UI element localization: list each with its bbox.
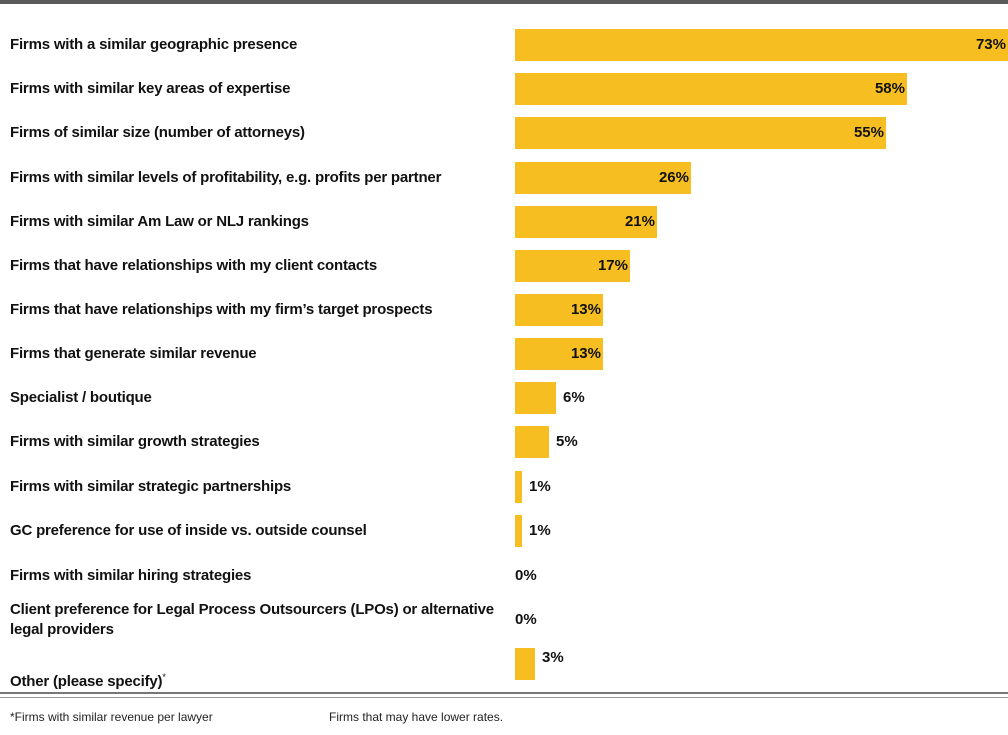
- category-label-text: Firms with similar growth strategies: [10, 433, 260, 450]
- bar: [515, 515, 522, 547]
- category-label-text: Other (please specify): [10, 673, 163, 690]
- category-label-text: Specialist / boutique: [10, 389, 152, 406]
- footnote-right: Firms that may have lower rates.: [329, 710, 504, 724]
- value-label: 3%: [542, 649, 564, 666]
- category-label: Firms with similar key areas of expertis…: [10, 79, 500, 99]
- bottom-rule-thin: [0, 697, 1008, 698]
- bar: [515, 338, 603, 370]
- bar-chart: Firms with a similar geographic presence…: [10, 29, 1008, 692]
- category-label: Firms that have relationships with my cl…: [10, 256, 500, 276]
- value-label: 5%: [556, 433, 578, 450]
- category-label-text: Firms that have relationships with my cl…: [10, 257, 377, 274]
- top-rule: [0, 0, 1008, 4]
- category-label: Firms with similar Am Law or NLJ ranking…: [10, 212, 500, 232]
- bar: [515, 73, 907, 105]
- bar: [515, 471, 522, 503]
- category-label: Firms that have relationships with my fi…: [10, 300, 500, 320]
- bar: [515, 294, 603, 326]
- bar: [515, 29, 1008, 61]
- category-label: Specialist / boutique: [10, 388, 500, 408]
- bar: [515, 250, 630, 282]
- category-label: Other (please specify)*: [10, 672, 500, 692]
- value-label: 55%: [853, 124, 884, 141]
- value-label: 0%: [515, 611, 537, 628]
- category-label: Firms with similar levels of profitabili…: [10, 168, 500, 188]
- value-label: 13%: [570, 345, 601, 362]
- value-label: 6%: [563, 389, 585, 406]
- footnote-marker: *: [162, 672, 166, 682]
- category-label-text: Firms with similar strategic partnership…: [10, 478, 292, 495]
- value-label: 13%: [570, 301, 601, 318]
- category-label-text: Firms with similar key areas of expertis…: [10, 80, 291, 97]
- category-label: Client preference for Legal Process Outs…: [10, 600, 500, 640]
- bar: [515, 162, 691, 194]
- value-label: 73%: [975, 36, 1006, 53]
- value-label: 58%: [874, 80, 905, 97]
- bottom-rule: [0, 692, 1008, 694]
- bar: [515, 117, 886, 149]
- bar: [515, 648, 535, 680]
- category-label: Firms with similar strategic partnership…: [10, 477, 500, 497]
- value-label: 26%: [658, 169, 689, 186]
- value-label: 0%: [515, 567, 537, 584]
- value-label: 1%: [529, 478, 551, 495]
- category-label: Firms that generate similar revenue: [10, 344, 500, 364]
- category-label-text: Firms with similar levels of profitabili…: [10, 169, 442, 186]
- footnote-left: *Firms with similar revenue per lawyer: [10, 710, 213, 724]
- category-label: Firms of similar size (number of attorne…: [10, 123, 500, 143]
- category-label-text: Firms that generate similar revenue: [10, 345, 257, 362]
- value-label: 17%: [597, 257, 628, 274]
- category-label: Firms with similar growth strategies: [10, 432, 500, 452]
- bar: [515, 382, 556, 414]
- value-label: 21%: [624, 213, 655, 230]
- bar: [515, 426, 549, 458]
- category-label: Firms with similar hiring strategies: [10, 566, 500, 586]
- category-label-text: Firms with a similar geographic presence: [10, 36, 298, 53]
- category-label-text: Firms that have relationships with my fi…: [10, 301, 433, 318]
- category-label-text: Firms with similar hiring strategies: [10, 567, 252, 584]
- value-label: 1%: [529, 522, 551, 539]
- category-label: GC preference for use of inside vs. outs…: [10, 521, 500, 541]
- category-label-text: Firms with similar Am Law or NLJ ranking…: [10, 213, 309, 230]
- category-label-text: GC preference for use of inside vs. outs…: [10, 522, 367, 539]
- category-label: Firms with a similar geographic presence: [10, 35, 500, 55]
- bar: [515, 206, 657, 238]
- category-label-text: Firms of similar size (number of attorne…: [10, 124, 305, 141]
- category-label-text: Client preference for Legal Process Outs…: [10, 601, 494, 638]
